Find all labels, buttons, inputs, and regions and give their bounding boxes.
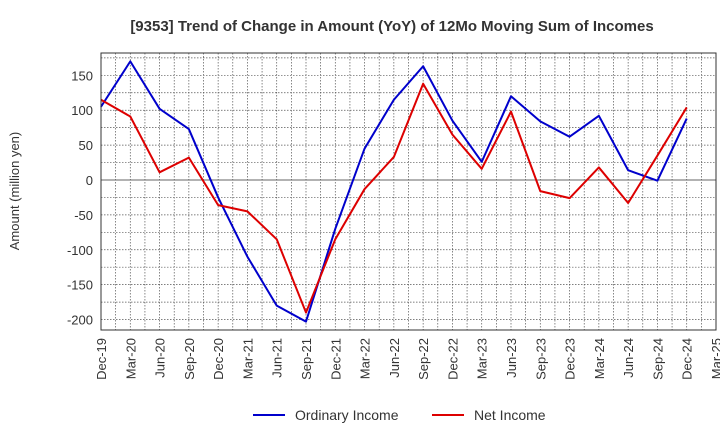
grid <box>100 53 717 330</box>
plot-frame <box>100 52 717 331</box>
y-tick-labels: 150 100 50 0 -50 -100 -150 -200 <box>67 68 93 327</box>
x-tick-label: Dec-23 <box>563 338 578 380</box>
x-tick-label: Dec-22 <box>445 338 460 380</box>
x-tick-label: Jun-23 <box>504 338 519 378</box>
legend-label-ordinary-income: Ordinary Income <box>295 407 399 423</box>
x-tick-label: Dec-21 <box>328 338 343 380</box>
x-tick-label: Mar-24 <box>592 338 607 379</box>
x-tick-label: Dec-19 <box>94 338 109 380</box>
y-axis-label: Amount (million yen) <box>7 132 22 251</box>
x-tick-labels: Dec-19 Mar-20 Jun-20 Sep-20 Dec-20 Mar-21 Jun-… <box>94 338 720 380</box>
ordinary-income-line <box>100 60 688 323</box>
legend: Ordinary Income Net Income <box>253 407 546 423</box>
y-tick-label: 0 <box>86 173 93 188</box>
x-tick-label: Sep-24 <box>650 338 665 380</box>
y-tick-label: -50 <box>74 208 93 223</box>
x-tick-label: Mar-22 <box>358 338 373 379</box>
x-tick-label: Jun-20 <box>153 338 168 378</box>
x-tick-label: Jun-21 <box>270 338 285 378</box>
x-tick-label: Mar-21 <box>240 338 255 379</box>
chart-title: [9353] Trend of Change in Amount (YoY) o… <box>130 18 653 35</box>
y-tick-label: -200 <box>67 313 93 328</box>
x-tick-label: Mar-23 <box>475 338 490 379</box>
x-tick-label: Dec-20 <box>211 338 226 380</box>
y-tick-label: 50 <box>79 138 93 153</box>
x-tick-label: Jun-22 <box>387 338 402 378</box>
x-tick-label: Sep-20 <box>182 338 197 380</box>
x-tick-label: Jun-24 <box>621 338 636 378</box>
x-tick-label: Dec-24 <box>680 338 695 380</box>
y-tick-label: -100 <box>67 243 93 258</box>
series-lines <box>100 60 688 323</box>
x-tick-label: Sep-23 <box>533 338 548 380</box>
x-tick-label: Mar-25 <box>709 338 720 379</box>
y-tick-label: 150 <box>71 68 93 83</box>
x-tick-label: Sep-22 <box>416 338 431 380</box>
y-tick-label: 100 <box>71 103 93 118</box>
legend-label-net-income: Net Income <box>474 407 546 423</box>
x-tick-label: Mar-20 <box>123 338 138 379</box>
y-tick-label: -150 <box>67 278 93 293</box>
net-income-line <box>100 82 688 314</box>
x-tick-label: Sep-21 <box>299 338 314 380</box>
